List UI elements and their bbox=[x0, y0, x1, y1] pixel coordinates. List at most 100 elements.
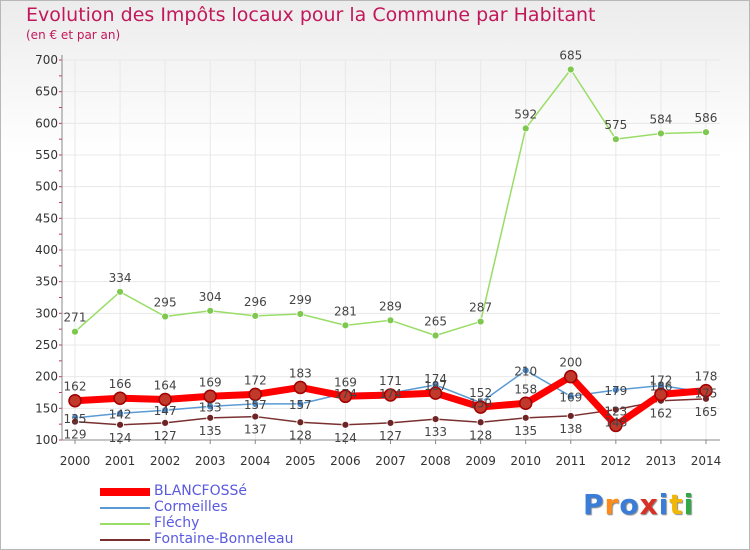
data-label: 271 bbox=[64, 311, 87, 325]
data-label: 174 bbox=[424, 372, 447, 386]
x-tick-label: 2006 bbox=[330, 454, 361, 468]
series-point bbox=[71, 417, 79, 426]
y-tick-label: 600 bbox=[35, 116, 58, 130]
data-label: 142 bbox=[109, 407, 132, 421]
y-tick-label: 100 bbox=[35, 433, 58, 447]
data-label: 135 bbox=[514, 424, 537, 438]
data-label: 175 bbox=[695, 387, 718, 401]
series-point bbox=[702, 128, 710, 137]
data-label: 128 bbox=[289, 428, 312, 442]
data-label: 186 bbox=[649, 380, 672, 394]
data-label: 281 bbox=[334, 304, 357, 318]
data-label: 138 bbox=[559, 422, 582, 436]
series-point bbox=[657, 129, 665, 138]
y-tick-label: 200 bbox=[35, 370, 58, 384]
y-tick-label: 500 bbox=[35, 180, 58, 194]
data-label: 304 bbox=[199, 290, 222, 304]
series-point bbox=[476, 317, 485, 326]
logo-letter: x bbox=[639, 488, 659, 521]
legend-item: Fléchy bbox=[100, 515, 360, 532]
data-label: 172 bbox=[244, 373, 267, 387]
series-point bbox=[203, 389, 217, 404]
x-tick-label: 2004 bbox=[240, 454, 271, 468]
logo-letter: t bbox=[669, 488, 684, 521]
legend-item: Fontaine-Bonneleau bbox=[100, 531, 360, 548]
proxiti-logo: Proxiti bbox=[583, 488, 694, 521]
legend-swatch bbox=[100, 539, 150, 541]
data-label: 124 bbox=[109, 431, 132, 445]
series-point bbox=[473, 400, 488, 414]
data-label: 164 bbox=[154, 378, 177, 392]
data-label: 152 bbox=[469, 386, 492, 400]
data-label: 172 bbox=[649, 373, 672, 387]
series-point bbox=[113, 391, 127, 405]
data-label: 166 bbox=[109, 377, 132, 391]
series-lines bbox=[68, 65, 713, 433]
logo-letter: i bbox=[683, 488, 695, 521]
data-label: 169 bbox=[199, 375, 222, 389]
series-point bbox=[566, 65, 575, 74]
y-tick-label: 650 bbox=[35, 85, 58, 99]
data-label: 159 bbox=[469, 397, 492, 411]
series-point bbox=[206, 306, 215, 315]
data-label: 584 bbox=[649, 112, 672, 126]
series-point bbox=[206, 413, 215, 422]
y-tick-label: 300 bbox=[35, 306, 58, 320]
x-tick-label: 2011 bbox=[555, 454, 586, 468]
series-point bbox=[293, 380, 308, 395]
series-point bbox=[383, 388, 398, 402]
legend-label: Fontaine-Bonneleau bbox=[154, 531, 294, 547]
x-tick-label: 2008 bbox=[420, 454, 451, 468]
legend: BLANCFOSSé Cormeilles Fléchy Fontaine-Bonne… bbox=[100, 483, 360, 548]
data-label: 592 bbox=[514, 107, 537, 121]
legend-label: Fléchy bbox=[154, 515, 200, 531]
data-label: 157 bbox=[289, 398, 312, 412]
legend-item: Cormeilles bbox=[100, 499, 360, 516]
series-point bbox=[431, 415, 440, 424]
data-label: 296 bbox=[244, 295, 267, 309]
series-point bbox=[521, 124, 530, 133]
legend-swatch bbox=[100, 523, 150, 525]
data-label: 171 bbox=[379, 374, 402, 388]
x-tick-label: 2013 bbox=[646, 454, 677, 468]
legend-label: BLANCFOSSé bbox=[154, 483, 248, 499]
data-label: 183 bbox=[289, 366, 312, 380]
data-label: 137 bbox=[244, 423, 267, 437]
y-tick-label: 250 bbox=[35, 338, 58, 352]
series-point bbox=[699, 383, 713, 398]
series-point bbox=[431, 331, 440, 340]
series-point bbox=[476, 418, 485, 427]
legend-label: Cormeilles bbox=[154, 499, 228, 515]
series-point bbox=[296, 399, 305, 408]
grid-lines bbox=[62, 59, 720, 441]
x-tick-label: 2007 bbox=[375, 454, 406, 468]
series-point bbox=[161, 418, 170, 427]
x-tick-label: 2001 bbox=[105, 454, 136, 468]
data-label: 210 bbox=[514, 364, 537, 378]
x-tick-label: 2010 bbox=[510, 454, 541, 468]
series-point bbox=[564, 369, 578, 384]
legend-swatch bbox=[100, 488, 150, 496]
series-point bbox=[341, 420, 350, 429]
series-point bbox=[251, 412, 260, 421]
data-label: 179 bbox=[604, 384, 627, 398]
series-point bbox=[386, 418, 395, 427]
data-label: 123 bbox=[604, 404, 627, 418]
series-point bbox=[248, 387, 263, 402]
data-label: 124 bbox=[334, 431, 357, 445]
x-tick-label: 2002 bbox=[150, 454, 181, 468]
series-point bbox=[116, 409, 124, 418]
series-point bbox=[68, 393, 82, 408]
x-tick-label: 2009 bbox=[465, 454, 496, 468]
x-tick-label: 2014 bbox=[691, 454, 722, 468]
logo-letter: i bbox=[658, 488, 670, 521]
data-label: 289 bbox=[379, 299, 402, 313]
data-label: 128 bbox=[469, 428, 492, 442]
series-point bbox=[654, 387, 668, 402]
series-point bbox=[116, 287, 124, 296]
series-point bbox=[338, 389, 353, 404]
data-label: 169 bbox=[334, 375, 357, 389]
series-point bbox=[71, 327, 79, 336]
